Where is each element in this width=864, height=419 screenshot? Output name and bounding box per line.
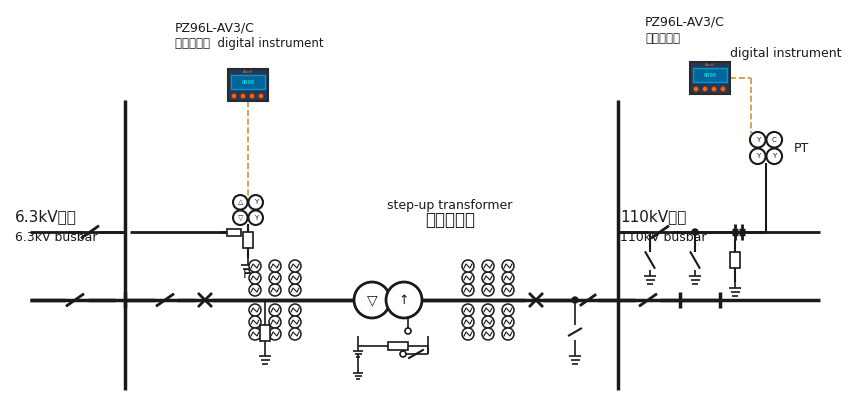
Circle shape bbox=[249, 328, 261, 340]
Text: ▽: ▽ bbox=[366, 293, 378, 307]
Text: Y: Y bbox=[772, 153, 777, 159]
Circle shape bbox=[289, 316, 301, 328]
Circle shape bbox=[502, 316, 514, 328]
Circle shape bbox=[462, 284, 474, 296]
Circle shape bbox=[405, 328, 411, 334]
Circle shape bbox=[702, 86, 708, 91]
Text: C: C bbox=[772, 137, 777, 143]
Text: step-up transformer: step-up transformer bbox=[387, 199, 512, 212]
Circle shape bbox=[572, 297, 578, 303]
Circle shape bbox=[354, 282, 390, 318]
Bar bbox=[243, 232, 253, 248]
Circle shape bbox=[750, 148, 766, 164]
Circle shape bbox=[249, 316, 261, 328]
Circle shape bbox=[249, 284, 261, 296]
Text: Y: Y bbox=[756, 153, 759, 159]
Circle shape bbox=[250, 93, 255, 98]
Text: 6.3kV busbar: 6.3kV busbar bbox=[15, 230, 98, 243]
Circle shape bbox=[249, 195, 263, 210]
Circle shape bbox=[386, 282, 422, 318]
Circle shape bbox=[258, 93, 264, 98]
Circle shape bbox=[502, 304, 514, 316]
Circle shape bbox=[400, 351, 406, 357]
Bar bbox=[227, 228, 241, 235]
Circle shape bbox=[462, 260, 474, 272]
Circle shape bbox=[233, 210, 248, 225]
Circle shape bbox=[721, 86, 726, 91]
Circle shape bbox=[482, 304, 494, 316]
Circle shape bbox=[269, 260, 281, 272]
Circle shape bbox=[240, 93, 245, 98]
Circle shape bbox=[289, 304, 301, 316]
Text: Y: Y bbox=[756, 137, 759, 143]
Circle shape bbox=[289, 272, 301, 284]
Text: PZ96L-AV3/C: PZ96L-AV3/C bbox=[175, 21, 255, 34]
Bar bbox=[231, 75, 265, 89]
Circle shape bbox=[482, 316, 494, 328]
Circle shape bbox=[462, 304, 474, 316]
Circle shape bbox=[269, 316, 281, 328]
Bar bbox=[260, 325, 270, 341]
Text: Acrel: Acrel bbox=[705, 63, 715, 67]
Circle shape bbox=[233, 195, 248, 210]
Circle shape bbox=[462, 316, 474, 328]
Circle shape bbox=[269, 284, 281, 296]
Text: 110kV母线: 110kV母线 bbox=[620, 210, 686, 225]
Circle shape bbox=[502, 328, 514, 340]
Bar bbox=[228, 69, 268, 101]
Circle shape bbox=[692, 229, 698, 235]
Text: PT: PT bbox=[794, 142, 810, 155]
Text: PZ96L-AV3/C: PZ96L-AV3/C bbox=[645, 16, 725, 28]
Circle shape bbox=[249, 210, 263, 225]
Text: Acrel: Acrel bbox=[243, 70, 253, 74]
Circle shape bbox=[232, 93, 237, 98]
Circle shape bbox=[482, 260, 494, 272]
Text: 数字式付表: 数字式付表 bbox=[645, 31, 680, 44]
Bar bbox=[690, 62, 730, 94]
Circle shape bbox=[750, 132, 766, 147]
Circle shape bbox=[482, 272, 494, 284]
Text: Y: Y bbox=[253, 215, 257, 221]
Circle shape bbox=[482, 284, 494, 296]
Circle shape bbox=[502, 260, 514, 272]
Text: 0000: 0000 bbox=[242, 80, 255, 85]
Text: △: △ bbox=[238, 199, 243, 205]
Circle shape bbox=[711, 86, 716, 91]
Circle shape bbox=[766, 132, 782, 147]
Circle shape bbox=[249, 260, 261, 272]
Circle shape bbox=[462, 328, 474, 340]
Circle shape bbox=[289, 260, 301, 272]
Circle shape bbox=[289, 328, 301, 340]
Circle shape bbox=[482, 328, 494, 340]
Circle shape bbox=[269, 304, 281, 316]
Circle shape bbox=[694, 86, 698, 91]
Circle shape bbox=[462, 272, 474, 284]
Circle shape bbox=[502, 272, 514, 284]
Circle shape bbox=[249, 272, 261, 284]
Circle shape bbox=[289, 284, 301, 296]
Text: 6.3kV母线: 6.3kV母线 bbox=[15, 210, 77, 225]
Circle shape bbox=[766, 148, 782, 164]
Text: PT: PT bbox=[243, 268, 257, 281]
Text: 升压变压器: 升压变压器 bbox=[425, 211, 475, 229]
Text: 110kV busbar: 110kV busbar bbox=[620, 230, 707, 243]
Text: ▽: ▽ bbox=[238, 215, 243, 221]
Text: Y: Y bbox=[253, 199, 257, 205]
Text: 0000: 0000 bbox=[703, 73, 716, 78]
Bar bbox=[388, 342, 408, 350]
Circle shape bbox=[502, 284, 514, 296]
Bar bbox=[730, 252, 740, 268]
Circle shape bbox=[269, 272, 281, 284]
Circle shape bbox=[269, 328, 281, 340]
Text: digital instrument: digital instrument bbox=[730, 47, 842, 59]
Circle shape bbox=[249, 304, 261, 316]
Text: ↑: ↑ bbox=[399, 293, 410, 307]
Bar bbox=[693, 68, 727, 83]
Text: 数字式付表  digital instrument: 数字式付表 digital instrument bbox=[175, 37, 324, 51]
